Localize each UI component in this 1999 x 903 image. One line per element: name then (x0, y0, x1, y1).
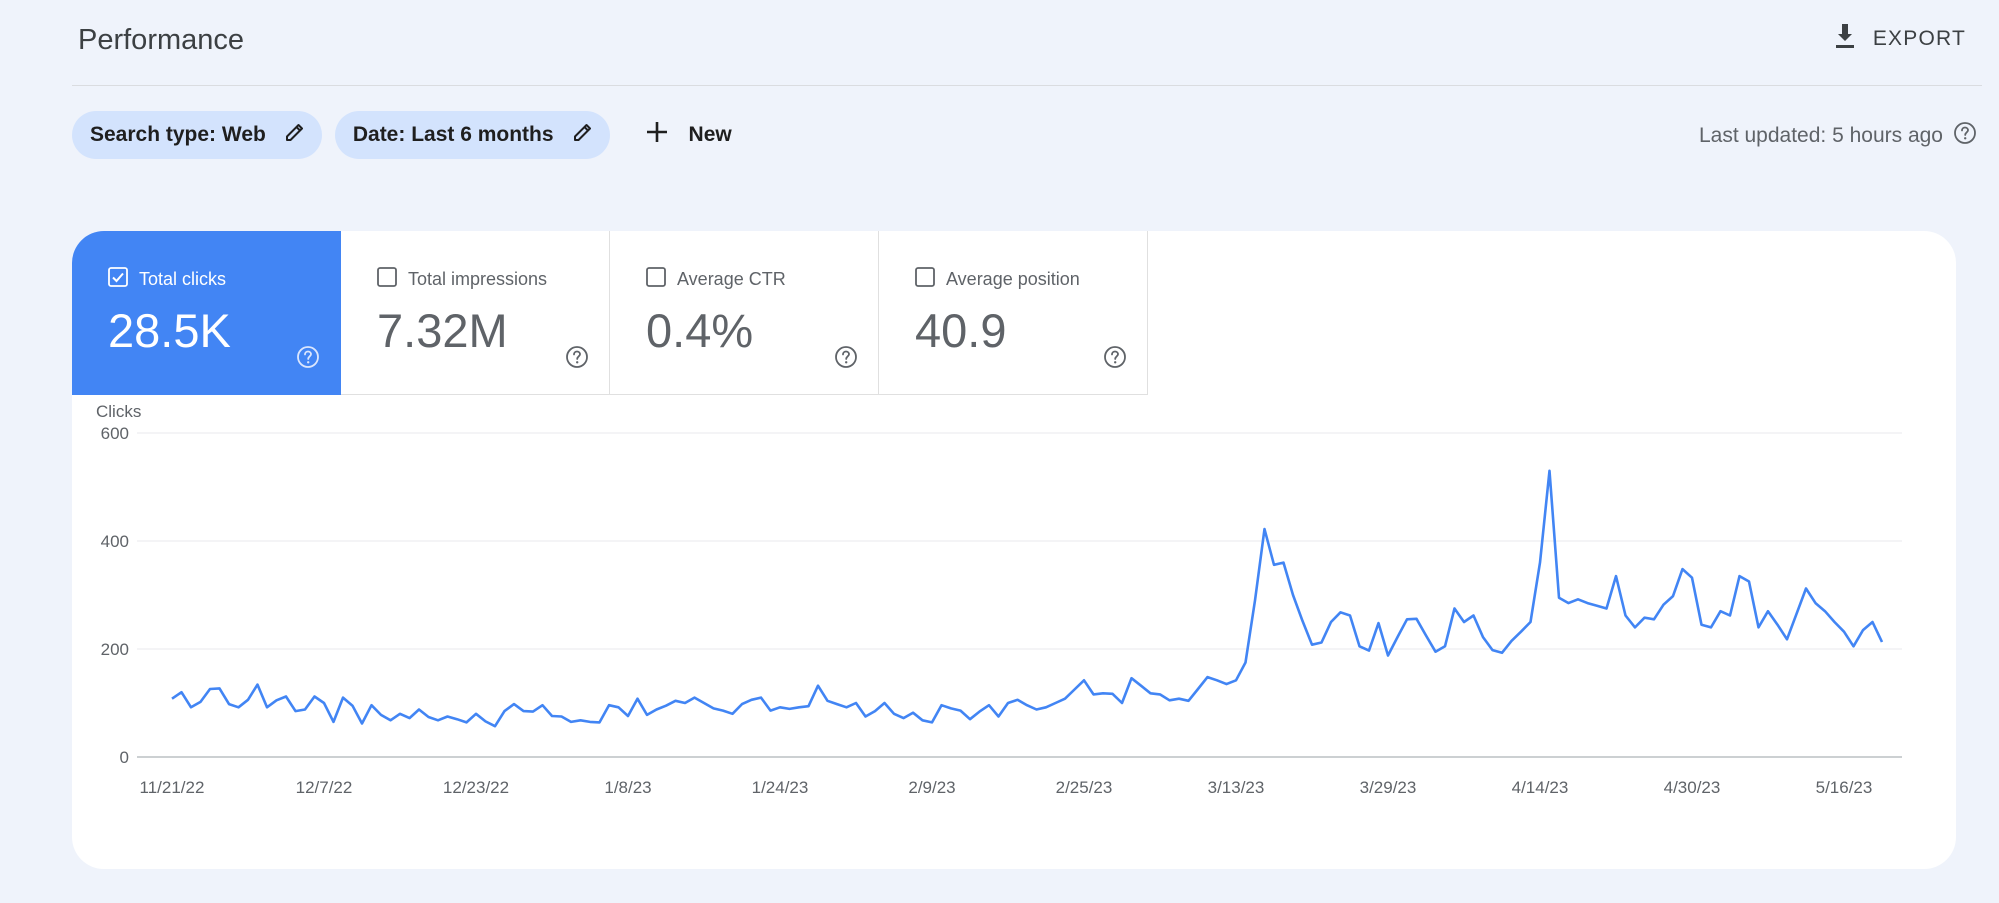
chip-label: Date: Last 6 months (352, 123, 554, 146)
checkbox-checked-icon[interactable] (108, 267, 128, 292)
edit-pencil-icon (284, 121, 306, 149)
metric-total-impressions[interactable]: Total impressions 7.32M (341, 231, 610, 395)
x-tick-label: 4/30/23 (1664, 778, 1721, 797)
x-tick-label: 11/21/22 (140, 778, 205, 797)
metric-header: Total impressions (377, 267, 547, 292)
metric-tabs: Total clicks 28.5K Total impressions 7.3… (72, 231, 1148, 395)
metric-header: Average CTR (646, 267, 786, 292)
date-range-chip[interactable]: Date: Last 6 months (334, 111, 610, 159)
x-tick-label: 5/16/23 (1816, 778, 1873, 797)
performance-card: Total clicks 28.5K Total impressions 7.3… (72, 231, 1956, 869)
x-tick-label: 3/29/23 (1360, 778, 1417, 797)
plus-icon (645, 120, 669, 150)
y-axis-title: Clicks (96, 402, 141, 421)
metric-header: Total clicks (108, 267, 226, 292)
last-updated-status: Last updated: 5 hours ago (1699, 121, 1977, 151)
last-updated-text: Last updated: 5 hours ago (1698, 124, 1943, 147)
x-tick-label: 2/9/23 (908, 778, 955, 797)
checkbox-empty-icon[interactable] (377, 267, 397, 292)
new-filter-label: New (688, 123, 732, 146)
x-tick-label: 12/23/22 (443, 778, 509, 797)
x-tick-label: 1/8/23 (604, 778, 651, 797)
y-tick-label: 200 (101, 640, 129, 659)
y-tick-label: 400 (101, 532, 129, 551)
export-button[interactable]: EXPORT (1833, 22, 1966, 55)
page-title: Performance (78, 24, 245, 56)
metric-header: Average position (915, 267, 1080, 292)
y-tick-label: 0 (120, 748, 129, 767)
help-icon[interactable] (1103, 345, 1127, 374)
search-type-chip[interactable]: Search type: Web (72, 111, 322, 159)
chip-label: Search type: Web (90, 123, 266, 146)
help-icon[interactable] (565, 345, 589, 374)
metric-average-position[interactable]: Average position 40.9 (879, 231, 1148, 395)
metric-label: Total clicks (139, 269, 227, 289)
metric-label: Average position (946, 269, 1080, 289)
metric-value: 28.5K (108, 304, 231, 357)
filter-bar: Search type: Web Date: Last 6 months New (72, 111, 746, 159)
new-filter-button[interactable]: New (623, 111, 746, 159)
help-icon[interactable] (834, 345, 858, 374)
metric-average-ctr[interactable]: Average CTR 0.4% (610, 231, 879, 395)
download-icon (1833, 22, 1857, 55)
export-label: EXPORT (1872, 26, 1966, 50)
x-tick-label: 2/25/23 (1056, 778, 1113, 797)
clicks-series-line (171, 469, 1884, 728)
checkbox-empty-icon[interactable] (646, 267, 666, 292)
y-tick-label: 600 (101, 424, 129, 443)
metric-total-clicks[interactable]: Total clicks 28.5K (72, 231, 341, 395)
checkbox-empty-icon[interactable] (915, 267, 935, 292)
x-tick-label: 4/14/23 (1512, 778, 1569, 797)
edit-pencil-icon (572, 121, 594, 149)
x-tick-label: 1/24/23 (752, 778, 809, 797)
help-icon[interactable] (296, 345, 320, 374)
metric-value: 40.9 (915, 304, 1007, 357)
x-tick-label: 12/7/22 (296, 778, 353, 797)
page-header: Performance EXPORT (72, 0, 1982, 86)
x-tick-label: 3/13/23 (1208, 778, 1265, 797)
metric-value: 0.4% (646, 304, 754, 357)
metric-label: Average CTR (677, 269, 786, 289)
help-icon[interactable] (1953, 121, 1977, 151)
clicks-line-chart: Clicks 0 200 400 600 11/21/22 12/7/22 12/23/22… (96, 402, 1902, 797)
metric-label: Total impressions (408, 269, 548, 289)
metric-value: 7.32M (377, 304, 508, 357)
